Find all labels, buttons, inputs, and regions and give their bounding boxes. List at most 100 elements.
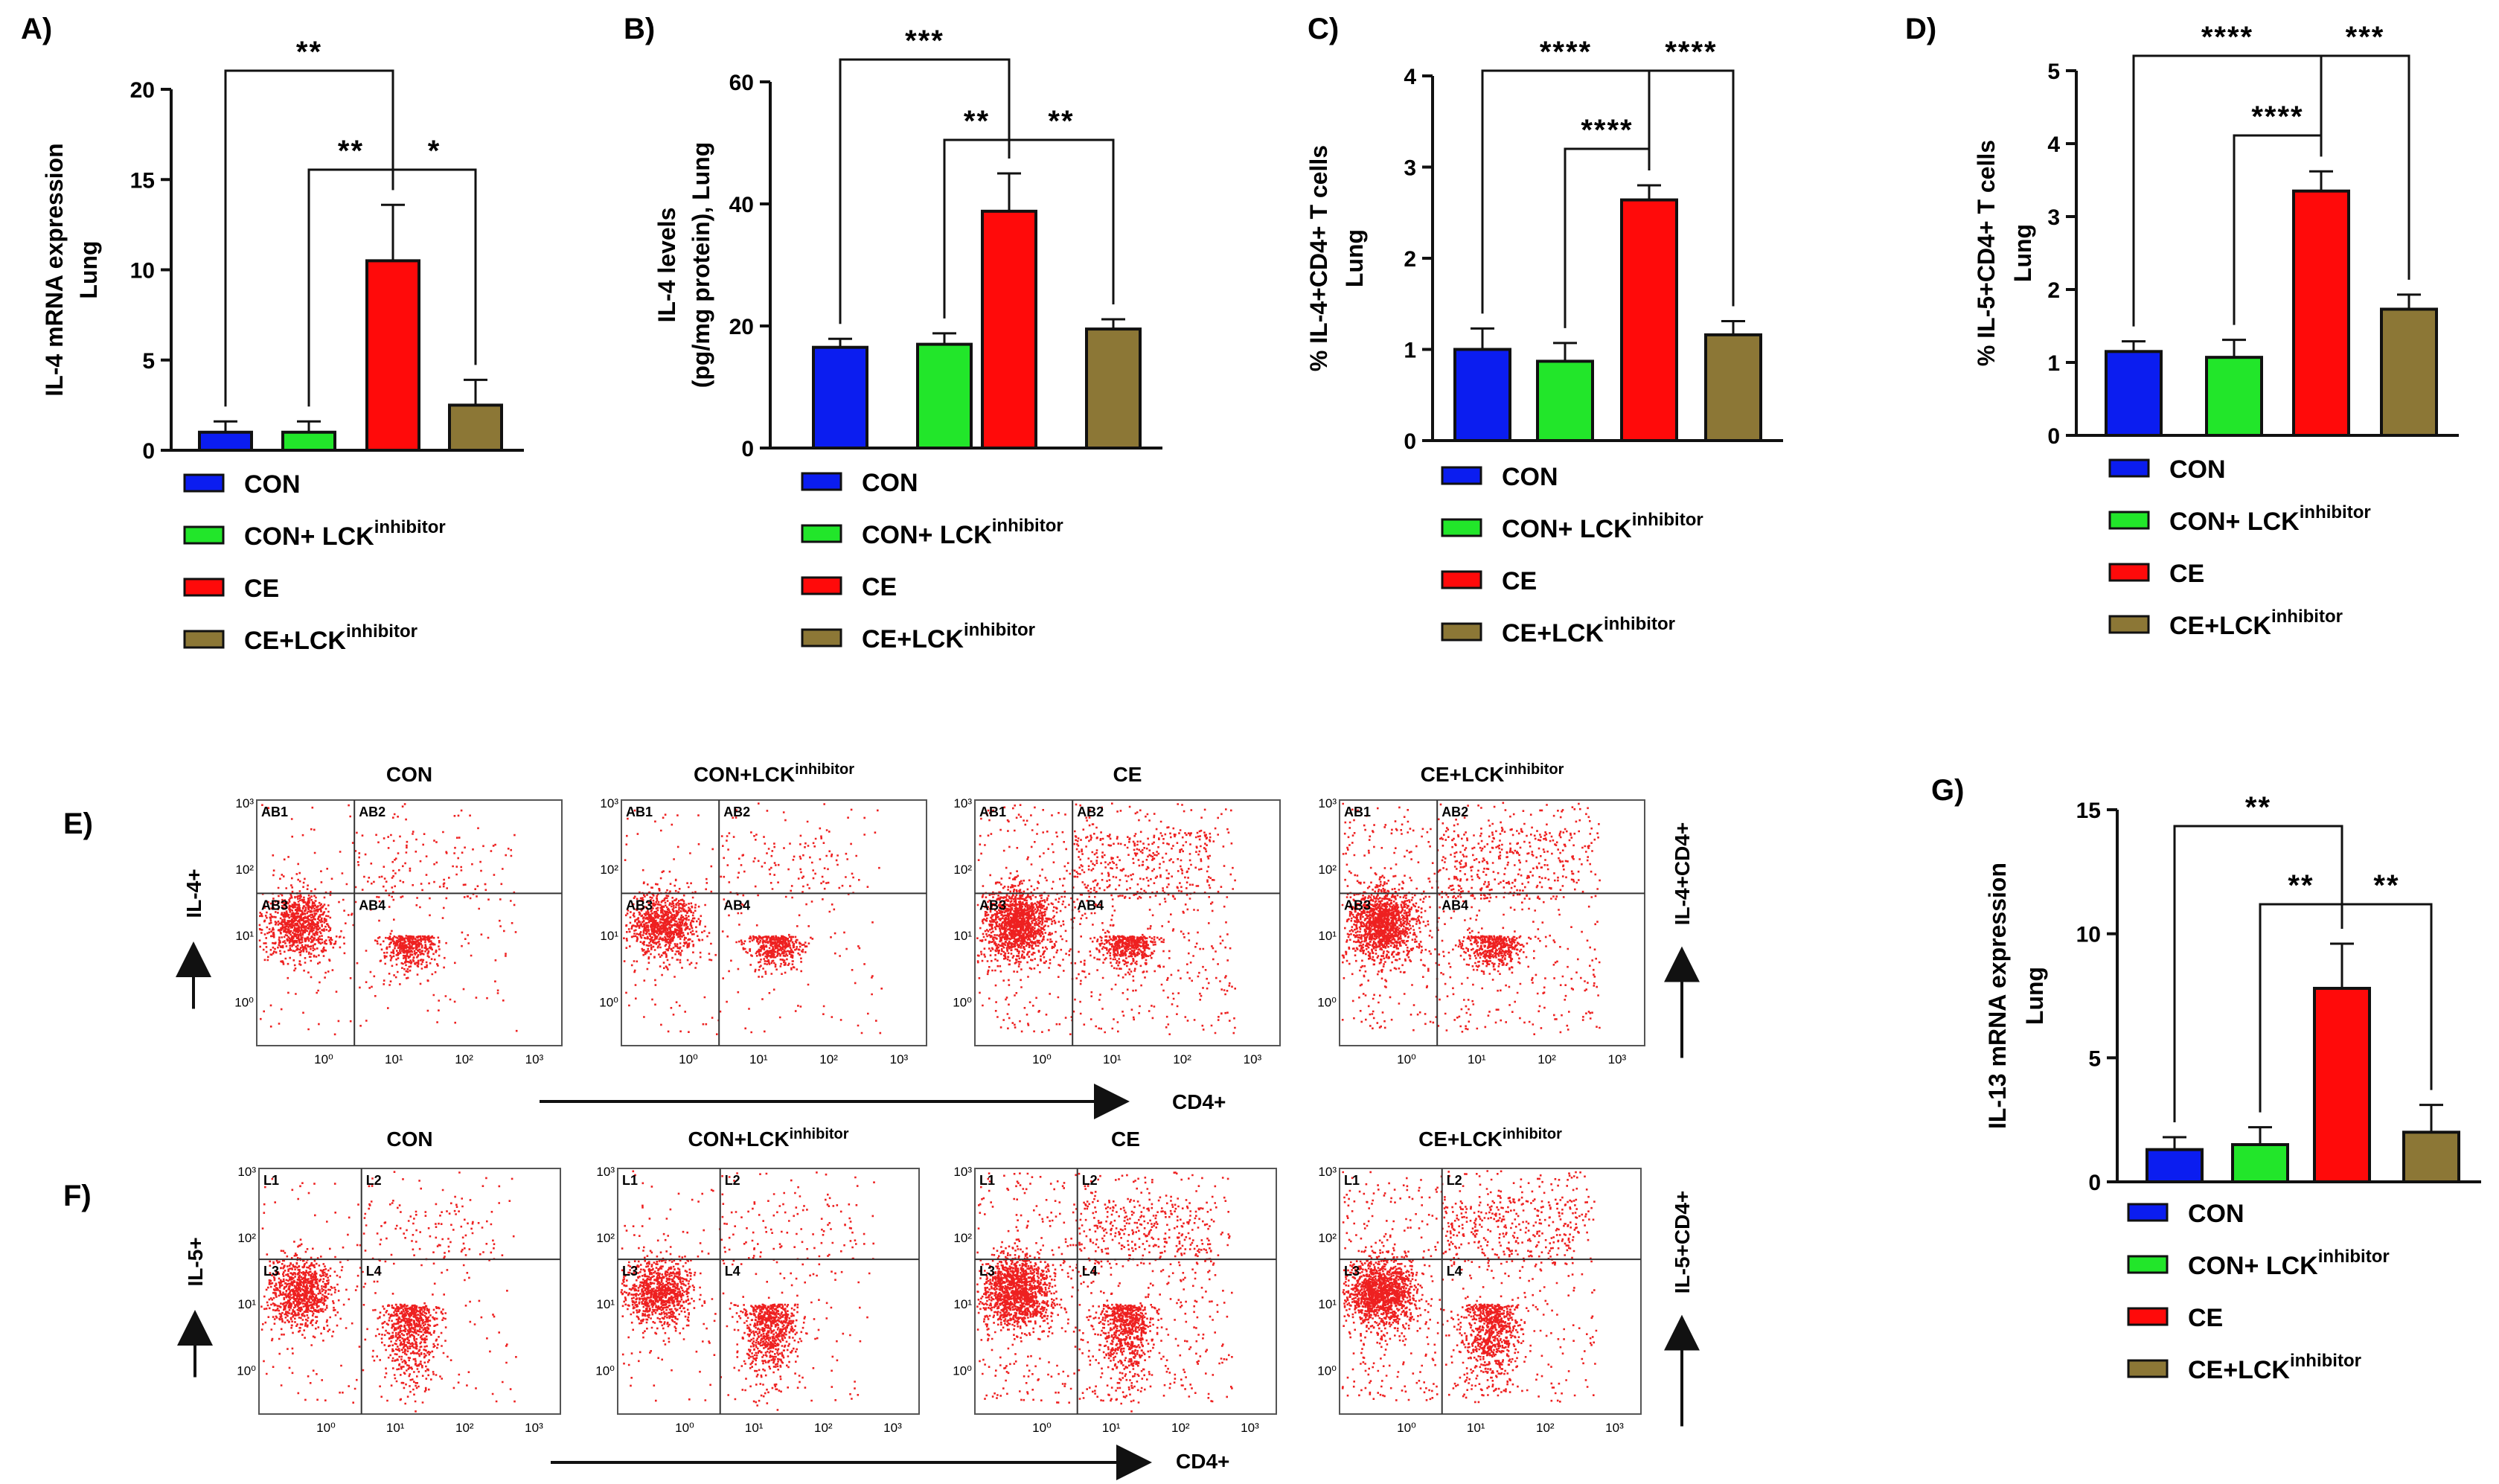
significance-label: **** xyxy=(2201,21,2253,54)
y-axis-title: IL-4 levels xyxy=(653,208,680,323)
panel-letter: G) xyxy=(1931,774,1964,807)
significance-bracket xyxy=(839,58,1011,324)
y-axis-title: Lung xyxy=(75,240,102,298)
significance-label: **** xyxy=(2251,100,2303,133)
flow-y-tick: 10³ xyxy=(953,796,972,810)
flow-quadrant-label: L2 xyxy=(1447,1173,1462,1188)
legend-label: CON+ LCKinhibitor xyxy=(2169,502,2371,536)
legend-swatch xyxy=(1441,518,1482,537)
flow-dots xyxy=(1341,802,1601,1035)
legend-swatch xyxy=(2127,1359,2169,1378)
y-tick-label: 3 xyxy=(2047,205,2060,230)
legend-label-sup: inhibitor xyxy=(2271,607,2343,627)
legend-swatch xyxy=(2127,1255,2169,1274)
legend-label-sup: inhibitor xyxy=(992,516,1063,536)
significance-bracket xyxy=(2340,903,2433,1090)
y-tick-label: 20 xyxy=(729,315,754,339)
y-tick-label: 0 xyxy=(142,439,155,464)
flow-y-tick: 10³ xyxy=(235,796,254,810)
flow-x-tick: 10¹ xyxy=(385,1052,403,1066)
y-tick-label: 5 xyxy=(2088,1046,2101,1071)
legend-swatch xyxy=(183,473,225,493)
flow-plot-title-sup: inhibitor xyxy=(1503,1126,1562,1142)
flow-x-tick: 10³ xyxy=(1605,1421,1624,1435)
legend-swatch xyxy=(1441,622,1482,642)
flow-quadrant-label: AB3 xyxy=(261,898,288,912)
legend-label: CON+ LCKinhibitor xyxy=(2188,1247,2390,1280)
legend-swatch xyxy=(801,472,842,491)
flow-y-tick: 10⁰ xyxy=(595,1363,615,1378)
flow-y-tick: 10⁰ xyxy=(953,1363,972,1378)
significance-label: ** xyxy=(1048,105,1074,138)
flow-x-tick: 10³ xyxy=(525,1052,544,1066)
legend-label: CE xyxy=(244,575,279,603)
flow-y-tick: 10² xyxy=(953,1231,972,1245)
flow-quadrant-label: L3 xyxy=(622,1264,638,1279)
flow-x-tick: 10¹ xyxy=(386,1421,405,1435)
bar-ce-lck xyxy=(1704,333,1762,442)
legend-label-sup: inhibitor xyxy=(964,620,1035,640)
flow-panel-f: F) IL-5+ IL-5+CD4+ CD4+ CON 10³ 10² 10¹ 10⁰ 10⁰ 10… xyxy=(63,1126,1700,1480)
flow-dots xyxy=(976,802,1236,1035)
legend-label: CON+ LCKinhibitor xyxy=(862,516,1063,549)
flow-x-tick: 10⁰ xyxy=(1397,1421,1416,1435)
y-tick-label: 0 xyxy=(2088,1171,2101,1195)
flow-y-tick: 10² xyxy=(596,1231,615,1245)
significance-label: ** xyxy=(338,135,364,167)
y-tick-label: 1 xyxy=(2047,351,2060,376)
bar-ce xyxy=(981,209,1037,450)
bar-ce xyxy=(1620,198,1678,442)
legend-swatch xyxy=(183,525,225,545)
significance-bracket xyxy=(2320,54,2410,280)
panel-letter: E) xyxy=(63,807,93,840)
flow-y-tick: 10⁰ xyxy=(1317,1363,1337,1378)
flow-quadrant-label: AB1 xyxy=(261,805,288,819)
flow-quadrant-label: AB2 xyxy=(723,805,750,819)
flow-panel-e: E) IL-4+ IL-4+CD4+ CD4+ CON 10³ 10² 10¹ 10⁰ 10⁰ 10… xyxy=(63,761,1700,1119)
bar-ce-lck xyxy=(2380,307,2438,437)
legend-label: CE xyxy=(2188,1304,2223,1332)
flow-right-label: IL-5+CD4+ xyxy=(1671,1191,1694,1294)
y-tick-label: 20 xyxy=(130,78,155,103)
flow-dots xyxy=(620,1170,875,1411)
legend-label-sup: inhibitor xyxy=(374,517,446,537)
y-tick-label: 4 xyxy=(1404,65,1416,89)
flow-quadrant-label: AB4 xyxy=(359,898,385,912)
panel-letter: A) xyxy=(21,13,52,45)
flow-y-tick: 10¹ xyxy=(1318,929,1337,943)
flow-x-tick: 10³ xyxy=(525,1421,543,1435)
flow-plot-title: CE+LCKinhibitor xyxy=(1418,1126,1562,1151)
y-tick-label: 0 xyxy=(2047,424,2060,449)
flow-plot-title-sup: inhibitor xyxy=(795,761,854,778)
legend-swatch xyxy=(183,578,225,597)
flow-x-tick: 10³ xyxy=(890,1052,909,1066)
significance-label: *** xyxy=(2346,21,2385,54)
flow-quadrant-label: AB3 xyxy=(979,898,1006,912)
flow-y-tick: 10¹ xyxy=(953,929,972,943)
flow-plot: CE 10³ 10² 10¹ 10⁰ 10⁰ 10¹ 10² 10³ AB1 AB2 AB3 AB4 xyxy=(953,763,1281,1066)
legend-swatch xyxy=(183,630,225,649)
legend-label: CE+LCKinhibitor xyxy=(1502,614,1675,647)
panel-letter: D) xyxy=(1905,13,1936,45)
flow-quadrant-label: AB2 xyxy=(1442,805,1468,819)
significance-bracket xyxy=(1008,138,1115,304)
flow-x-tick: 10¹ xyxy=(1102,1421,1121,1435)
flow-y-label: IL-5+ xyxy=(184,1237,207,1286)
legend-label-sup: inhibitor xyxy=(2318,1247,2390,1267)
flow-y-tick: 10¹ xyxy=(596,1297,615,1311)
legend-label: CE+LCKinhibitor xyxy=(862,620,1035,653)
flow-plot: CON 10³ 10² 10¹ 10⁰ 10⁰ 10¹ 10² 10³ AB1 AB2 AB3 AB4 xyxy=(234,763,563,1066)
y-tick-label: 2 xyxy=(2047,278,2060,303)
flow-quadrant-label: AB2 xyxy=(359,805,385,819)
flow-quadrant-label: L3 xyxy=(979,1264,995,1279)
y-axis-title: (pg/mg protein), Lung xyxy=(688,142,714,388)
legend-label-sup: inhibitor xyxy=(1632,510,1703,530)
flow-quadrant-label: AB3 xyxy=(1344,898,1371,912)
panel-letter: F) xyxy=(63,1180,92,1212)
bar-ce-lck xyxy=(2402,1130,2460,1184)
flow-quadrant-label: AB1 xyxy=(626,805,653,819)
y-tick-label: 5 xyxy=(2047,60,2060,84)
